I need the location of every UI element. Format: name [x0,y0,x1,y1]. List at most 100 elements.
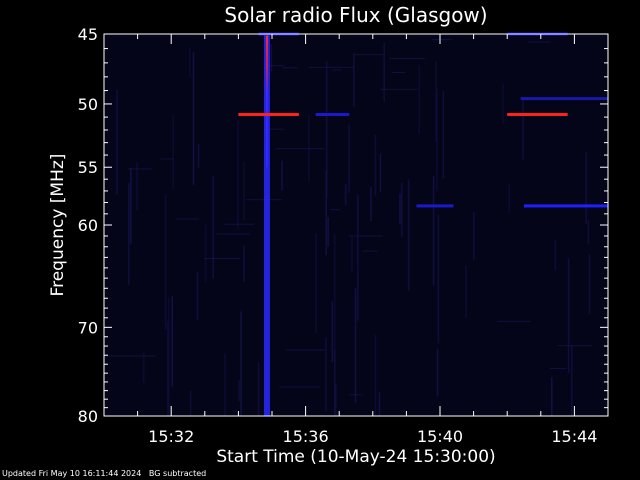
texture-line [348,235,384,237]
texture-line [282,67,298,69]
texture-streak [243,161,245,221]
y-tick-label: 60 [78,216,98,235]
texture-streak [189,390,192,416]
texture-line [279,386,320,388]
texture-streak [435,61,437,142]
y-axis-label: Frequency [MHz] [48,154,68,297]
texture-line [160,158,173,160]
texture-streak [333,234,336,363]
texture-streak [142,352,145,383]
y-tick-label: 45 [78,25,98,44]
x-tick-label: 15:40 [417,427,463,446]
band-line [416,204,454,208]
chart-title: Solar radio Flux (Glasgow) [224,3,487,27]
texture-streak [407,179,410,291]
texture-streak [167,321,169,416]
texture-streak [383,42,385,102]
x-axis-label: Start Time (10-May-24 15:30:00) [216,447,495,467]
texture-streak [192,52,195,185]
texture-line [267,65,284,67]
texture-streak [327,217,329,247]
texture-streak [401,182,403,237]
texture-streak [164,194,167,330]
axes: 45 50 55 60 70 80 15:32 15:36 15:40 15:44 [78,25,609,446]
texture-streak [379,153,382,192]
texture-streak [240,311,242,416]
texture-streak [370,186,372,221]
burst-core [265,34,268,168]
y-tick-label: 50 [78,95,98,114]
texture-streak [571,345,573,416]
texture-streak [473,212,475,260]
footer-status: Updated Fri May 10 16:11:44 2024 BG subt… [2,469,207,478]
texture-streak [189,47,191,78]
texture-streak [436,89,438,191]
texture-streak [334,349,336,416]
texture-streak [508,183,510,214]
texture-line [127,168,152,170]
texture-streak [432,175,435,286]
y-tick-label: 70 [78,318,98,337]
band-line [238,112,299,116]
texture-streak [212,176,214,279]
texture-line [176,218,199,220]
texture-streak [237,119,239,229]
texture-streak [351,237,353,271]
texture-streak [168,297,170,416]
texture-streak [344,184,347,206]
texture-streak [238,380,240,401]
texture-line [330,209,341,211]
texture-streak [418,65,420,134]
burst-line [263,34,270,416]
texture-line [527,41,551,43]
x-tick-label: 15:36 [283,427,329,446]
texture-line [349,394,363,396]
texture-line [276,148,324,150]
texture-streak [378,392,381,416]
band-line [315,112,350,116]
texture-line [391,72,405,73]
texture-streak [204,225,207,283]
texture-streak [197,144,200,168]
texture-line [549,368,567,369]
texture-streak [331,301,333,362]
texture-streak [502,83,504,124]
texture-streak [567,258,570,373]
band-line [520,97,608,101]
texture-streak [335,384,337,416]
texture-streak [354,288,357,403]
texture-streak [130,167,132,244]
texture-streak [325,170,327,256]
texture-line [216,233,250,235]
texture-line [223,223,255,225]
band-line [507,112,568,116]
texture-line [380,88,418,90]
texture-streak [588,254,591,315]
texture-streak [224,354,226,416]
texture-line [308,66,355,68]
texture-line [263,128,284,130]
texture-line [332,69,342,71]
texture-streak [116,89,118,195]
texture-streak [522,98,524,160]
texture-streak [587,220,590,245]
texture-streak [585,151,587,225]
texture-line [362,250,378,252]
x-tick-label: 15:44 [551,427,597,446]
texture-streak [357,194,359,321]
texture-streak [325,337,327,412]
texture-line [432,39,452,41]
texture-streak [172,115,174,189]
texture-streak [315,233,317,334]
texture-streak [128,183,130,285]
y-tick-label: 55 [78,158,98,177]
texture-streak [270,44,273,72]
texture-streak [171,296,173,387]
texture-streak [348,124,350,193]
texture-line [203,258,241,259]
texture-streak [436,348,439,397]
band-line [524,204,608,208]
texture-streak [374,334,377,416]
noise-texture [105,39,593,416]
